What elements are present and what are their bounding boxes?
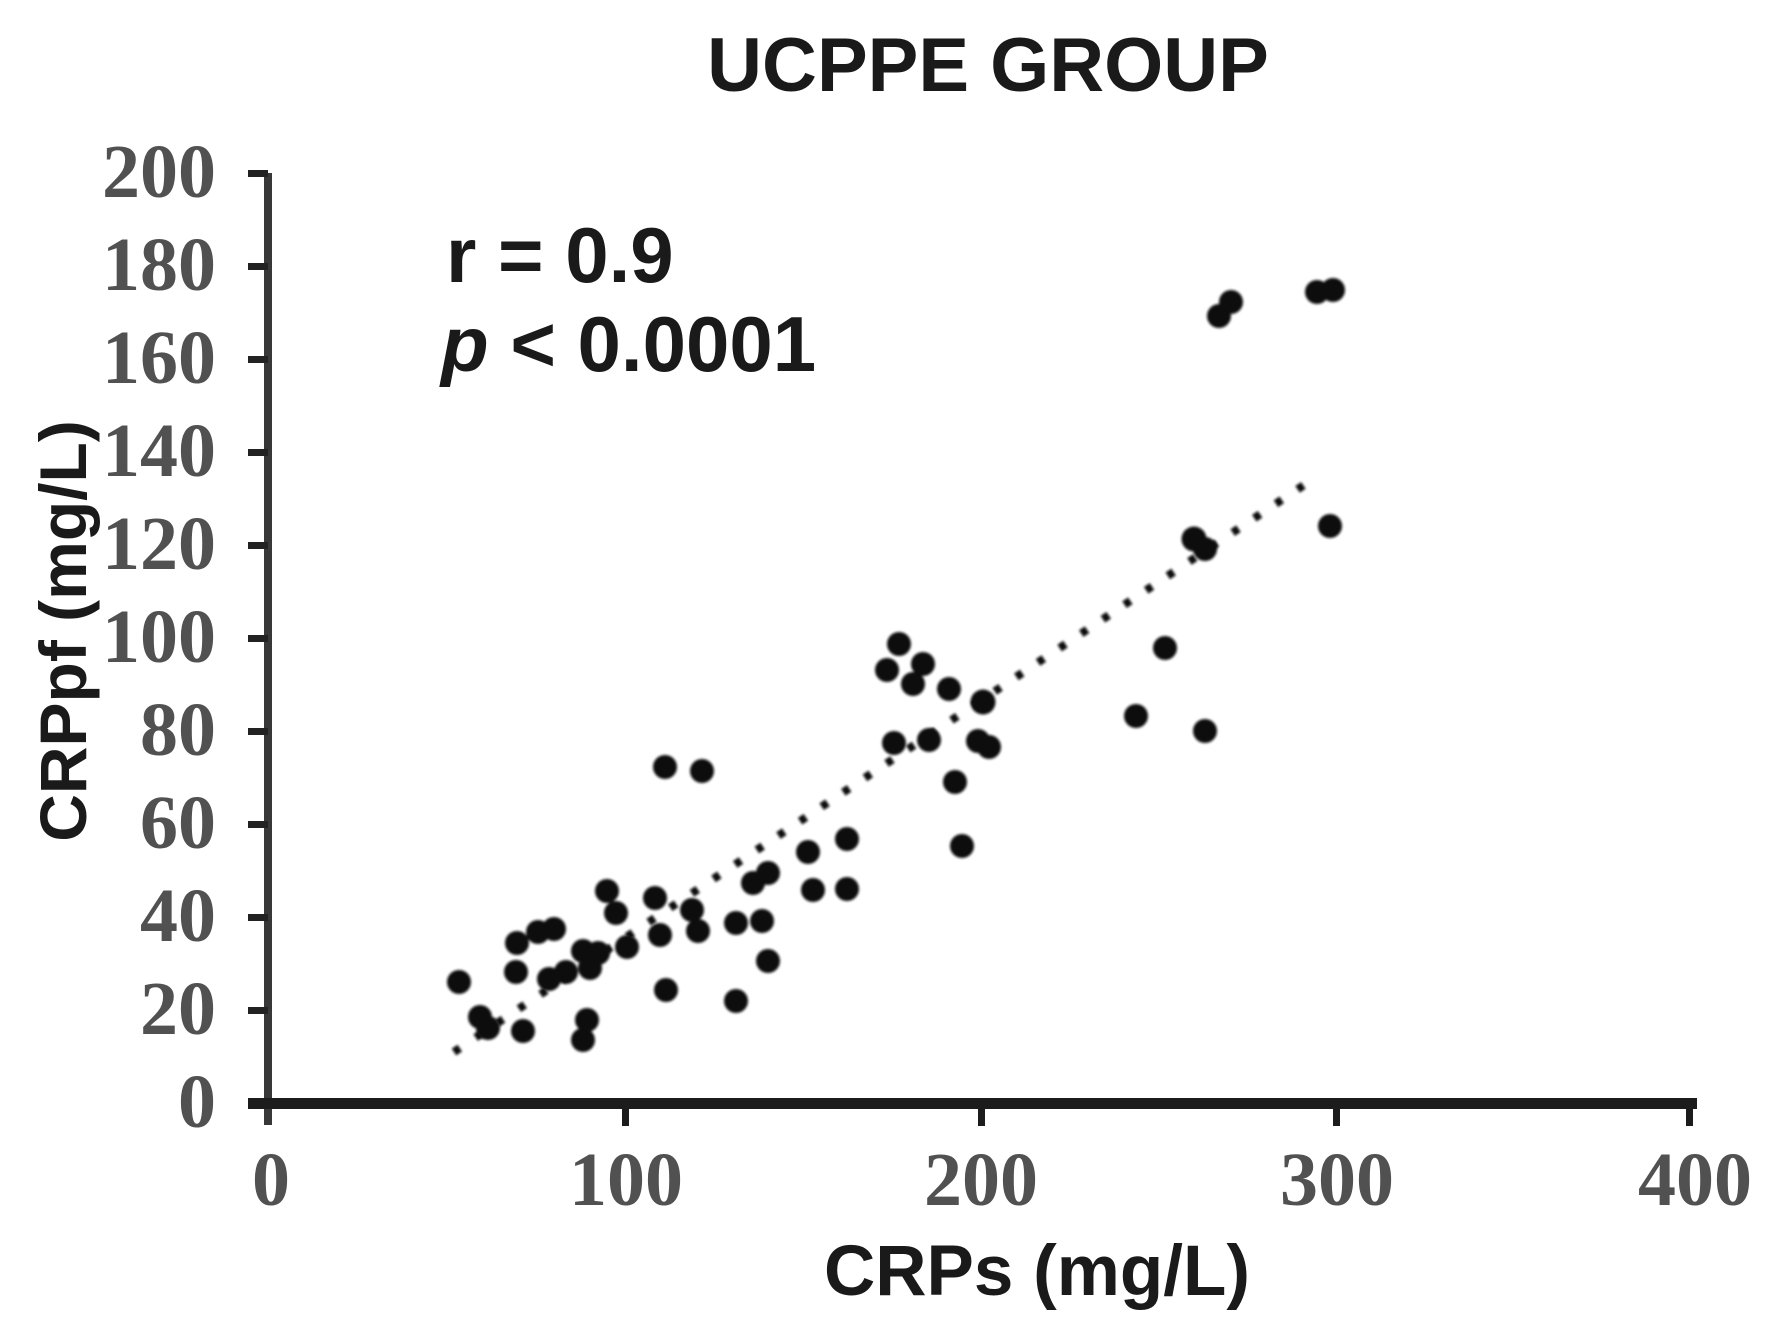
svg-text:140: 140 bbox=[102, 409, 216, 493]
svg-text:200: 200 bbox=[102, 130, 216, 214]
svg-text:CRPpf (mg/L): CRPpf (mg/L) bbox=[26, 420, 100, 842]
svg-text:0: 0 bbox=[252, 1138, 290, 1222]
svg-text:0: 0 bbox=[178, 1060, 216, 1144]
svg-text:100: 100 bbox=[102, 595, 216, 679]
svg-text:300: 300 bbox=[1280, 1138, 1394, 1222]
svg-text:400: 400 bbox=[1638, 1138, 1752, 1222]
svg-text:20: 20 bbox=[140, 967, 216, 1051]
svg-text:200: 200 bbox=[924, 1138, 1038, 1222]
svg-text:120: 120 bbox=[102, 502, 216, 586]
svg-text:UCPPE GROUP: UCPPE GROUP bbox=[707, 23, 1269, 108]
svg-text:CRPs (mg/L): CRPs (mg/L) bbox=[824, 1232, 1250, 1311]
svg-text:r = 0.9: r = 0.9 bbox=[446, 211, 674, 299]
svg-text:180: 180 bbox=[102, 223, 216, 307]
svg-text:160: 160 bbox=[102, 316, 216, 400]
svg-text:40: 40 bbox=[140, 874, 216, 958]
svg-text:p < 0.0001: p < 0.0001 bbox=[439, 300, 816, 388]
svg-text:60: 60 bbox=[140, 781, 216, 865]
svg-text:80: 80 bbox=[140, 688, 216, 772]
svg-text:100: 100 bbox=[569, 1138, 683, 1222]
